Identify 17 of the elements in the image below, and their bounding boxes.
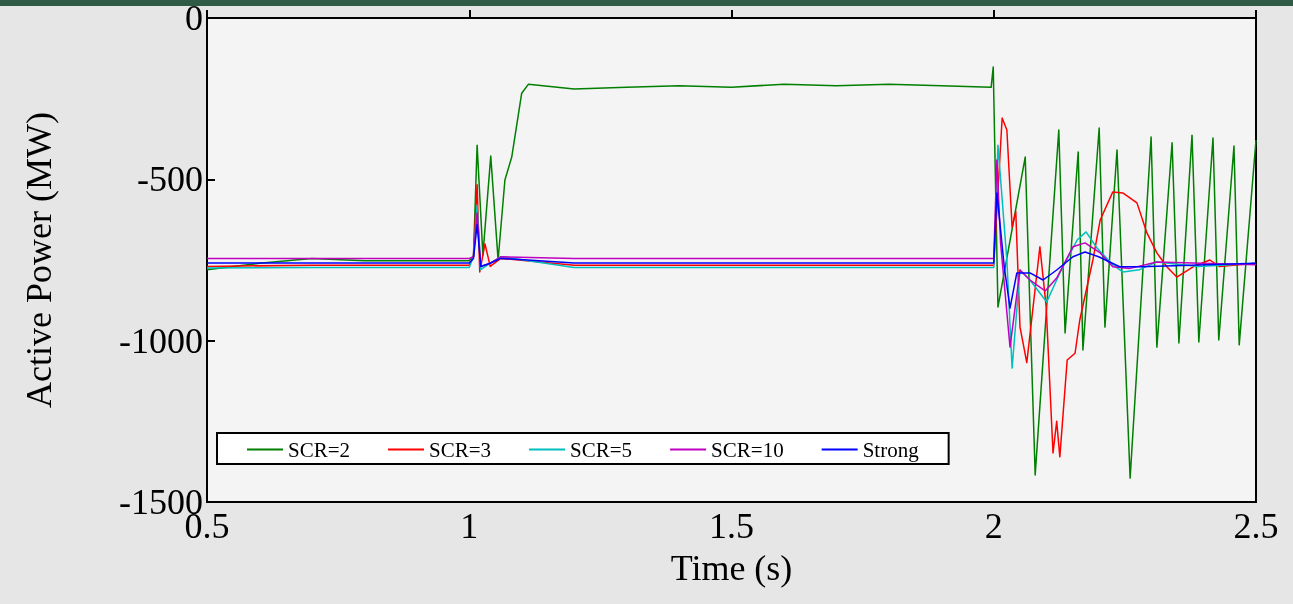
y-tick-label: -1000 [119, 320, 203, 361]
x-tick-label: 2 [984, 506, 1003, 546]
x-axis-title: Time (s) [670, 548, 793, 588]
legend-label: Strong [862, 437, 920, 462]
y-tick-label: 0 [185, 0, 203, 38]
y-axis-title: Active Power (MW) [19, 112, 59, 408]
legend-label: SCR=10 [711, 437, 784, 462]
legend-label: SCR=5 [570, 437, 633, 462]
x-tick-label: 2.5 [1233, 506, 1279, 546]
x-tick-label: 1.5 [709, 506, 754, 546]
y-tick-label: -500 [137, 159, 203, 200]
x-tick-label: 1 [460, 506, 479, 546]
legend-label: SCR=3 [429, 437, 492, 462]
line-series [206, 192, 1257, 309]
line-series [206, 159, 1257, 348]
line-series [206, 66, 1257, 479]
legend-label: SCR=2 [288, 437, 351, 462]
